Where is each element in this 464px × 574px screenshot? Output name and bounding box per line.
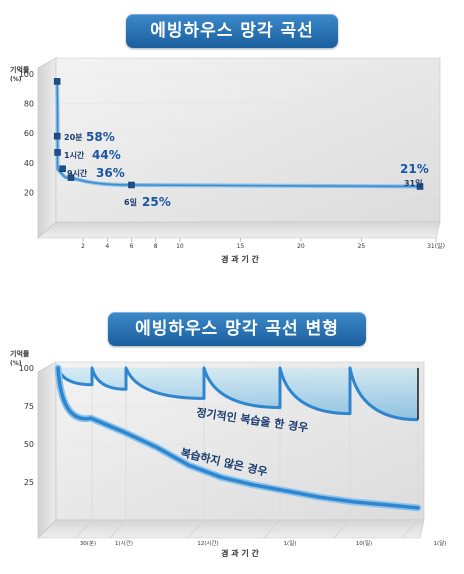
chart2-x-tick-label: 1(시간) [115,539,133,547]
chart1-title: 에빙하우스 망각 곡선 [126,14,338,48]
chart2-floorline [75,519,93,539]
chart1-x-label: 경 과 기 간 [221,254,259,264]
chart2-y-tick-label: 100 [19,364,34,373]
chart1-x-ticks: 2 4 6 8 10 15 20 25 31(일) [81,238,445,250]
chart2-y-tick-label: 50 [24,440,34,449]
chart1-data-point [54,149,61,156]
chart2-noreview-curve [56,366,420,510]
label-9hour-pct: 36% [96,166,125,180]
chart2-y-tick-label: 25 [24,478,34,487]
label-31day-time: 31일 [404,178,423,188]
chart1-y-tick-label: 100 [19,70,34,79]
chart1-grid [56,73,440,193]
chart1-data-point [128,181,135,189]
chart1-y-ticks: 100 80 60 40 20 [19,70,34,197]
chart1-x-tick-label: 15 [237,243,245,250]
label-20min-time: 20분 [64,133,83,142]
chart1-x-tick-label: 4 [105,243,109,250]
label-6day-pct: 25% [142,195,171,209]
chart1-y-tick-label: 80 [24,100,34,109]
chart1-x-tick-label: 8 [154,243,158,250]
chart2-review-area [58,368,418,420]
chart2-x-label: 경 과 기 간 [221,548,259,558]
chart2-y-label: 기억률 (%) [10,349,30,367]
chart1-frame [37,57,441,239]
chart1-data-point [416,183,424,190]
chart1-series [53,78,424,190]
chart1-data-point [59,165,66,172]
chart2-x-ticks: 30(분) 1(시간) 12(시간) 1(일) 10(일) 1(달) [80,539,447,547]
chart2-x-tick-label: 30(분) [80,540,96,547]
chart1-y-tick-label: 20 [24,188,34,197]
chart1-y-tick-label: 40 [24,159,34,168]
chart2-floorline [333,519,351,539]
chart2-series [54,364,422,512]
chart2-y-ticks: 100 75 50 25 [19,364,34,487]
label-6day-time: 6일 [124,197,137,207]
label-1hour-time: 1시간 [64,150,85,160]
chart1-x-tick-label: 20 [297,243,305,250]
chart2-x-tick-label: 1(일) [284,539,297,547]
chart2-review-curve [56,366,419,422]
label-9hour-time: 9시간 [67,168,88,178]
chart2-floorline [401,519,419,539]
chart2-x-tick-label: 10(일) [356,539,372,547]
chart2-x-tick-label: 12(시간) [197,539,218,547]
label-31day-pct: 21% [400,162,429,176]
label-20min-pct: 58% [86,130,115,144]
chart1-x-tick-label: 10 [176,243,184,250]
chart2-x-tick-label: 1(달) [434,539,447,547]
chart1-y-tick-label: 60 [24,129,34,138]
chart1-x-tick-label: 6 [130,243,134,250]
chart1-y-label: 기억률 (%) [10,65,30,83]
chart2-y-tick-label: 75 [24,402,34,411]
chart2-floorline [263,519,281,539]
chart1-data-point [53,78,61,85]
label-1hour-pct: 44% [92,148,121,162]
chart1-x-tick-label: 31(일) [427,242,445,250]
chart2-title: 에빙하우스 망각 곡선 변형 [108,312,366,346]
chart1-data-point [53,132,61,140]
chart1-data-point [67,174,75,181]
chart1-x-tick-label: 2 [81,243,85,250]
chart2-floorline [187,519,205,539]
chart2-floorline [109,519,127,539]
chart1-x-tick-label: 25 [358,243,366,250]
